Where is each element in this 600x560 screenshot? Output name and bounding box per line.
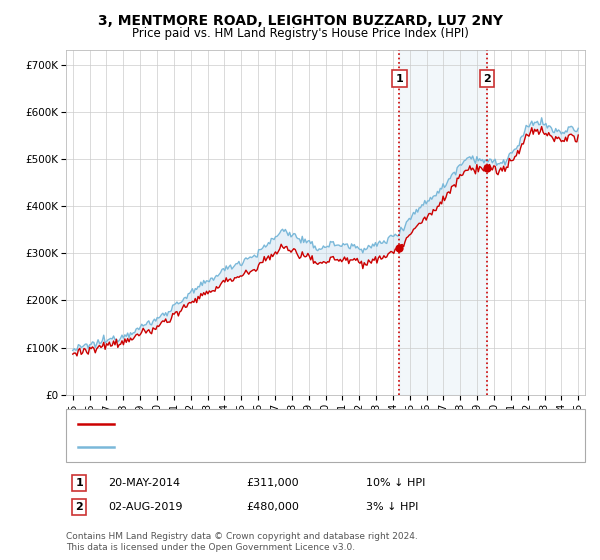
Text: £311,000: £311,000 (246, 478, 299, 488)
Text: 10% ↓ HPI: 10% ↓ HPI (366, 478, 425, 488)
Text: Price paid vs. HM Land Registry's House Price Index (HPI): Price paid vs. HM Land Registry's House … (131, 27, 469, 40)
Text: 1: 1 (76, 478, 83, 488)
Bar (400, 50, 487, 395)
Text: Contains HM Land Registry data © Crown copyright and database right 2024.
This d: Contains HM Land Registry data © Crown c… (66, 532, 418, 552)
Text: 20-MAY-2014: 20-MAY-2014 (108, 478, 180, 488)
Text: £480,000: £480,000 (246, 502, 299, 512)
Text: 02-AUG-2019: 02-AUG-2019 (108, 502, 182, 512)
Text: 3, MENTMORE ROAD, LEIGHTON BUZZARD, LU7 2NY: 3, MENTMORE ROAD, LEIGHTON BUZZARD, LU7 … (97, 14, 503, 28)
Text: 3, MENTMORE ROAD, LEIGHTON BUZZARD, LU7 2NY (detached house): 3, MENTMORE ROAD, LEIGHTON BUZZARD, LU7 … (120, 419, 513, 429)
Text: 2: 2 (483, 74, 491, 83)
Text: HPI: Average price, detached house, Central Bedfordshire: HPI: Average price, detached house, Cent… (120, 442, 442, 452)
Text: 3% ↓ HPI: 3% ↓ HPI (366, 502, 418, 512)
Text: 1: 1 (395, 74, 403, 83)
Text: 2: 2 (76, 502, 83, 512)
